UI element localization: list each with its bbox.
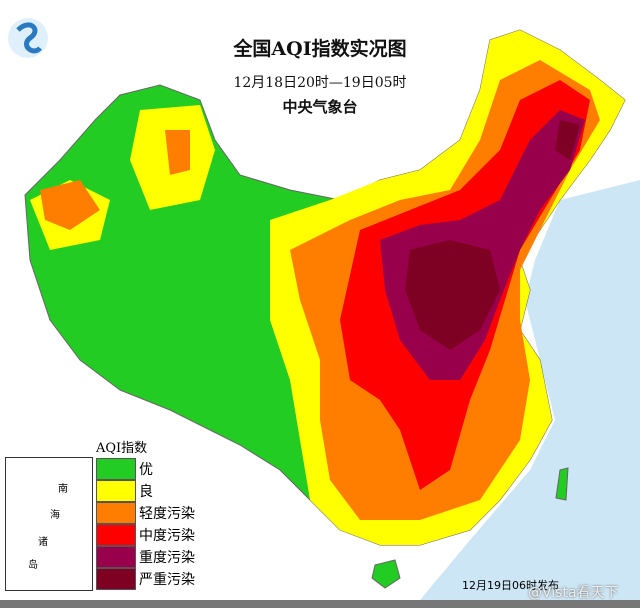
legend-swatch [96, 458, 136, 480]
legend-label: 优 [139, 462, 153, 478]
legend-label: 良 [139, 484, 153, 500]
legend-swatch [96, 502, 136, 524]
inset-label: 岛 [28, 560, 38, 571]
legend-item: 严重污染 [96, 568, 195, 590]
legend-swatch [96, 546, 136, 568]
legend-label: 严重污染 [139, 572, 195, 588]
legend-item: 重度污染 [96, 546, 195, 568]
legend-swatch [96, 568, 136, 590]
publish-time: 12月19日06时发布 [462, 579, 559, 592]
inset-label: 海 [50, 510, 60, 521]
legend-item: 良 [96, 480, 195, 502]
logo-icon [8, 18, 48, 58]
legend-item: 优 [96, 458, 195, 480]
sea [420, 180, 640, 600]
inset-label: 诸 [38, 537, 48, 548]
map-title: 全国AQI指数实况图 [233, 38, 407, 60]
region-severe-maroon [405, 120, 580, 350]
legend-label: 轻度污染 [139, 506, 195, 522]
bottom-bar [0, 600, 640, 608]
organization: 中央气象台 [282, 98, 358, 116]
legend: AQI指数 优良轻度污染中度污染重度污染严重污染 [96, 437, 195, 590]
hainan-island [371, 559, 401, 589]
watermark: @Vista看天下 [528, 585, 619, 601]
south-china-sea-inset: 南 海 诸 岛 [5, 457, 93, 591]
legend-swatch [96, 524, 136, 546]
legend-title: AQI指数 [96, 441, 148, 456]
inset-label: 南 [58, 484, 68, 495]
legend-label: 中度污染 [139, 528, 195, 544]
legend-swatch [96, 480, 136, 502]
legend-item: 轻度污染 [96, 502, 195, 524]
legend-item: 中度污染 [96, 524, 195, 546]
legend-label: 重度污染 [139, 550, 195, 566]
taiwan-island [555, 467, 569, 501]
time-range: 12月18日20时—19日05时 [233, 75, 407, 91]
